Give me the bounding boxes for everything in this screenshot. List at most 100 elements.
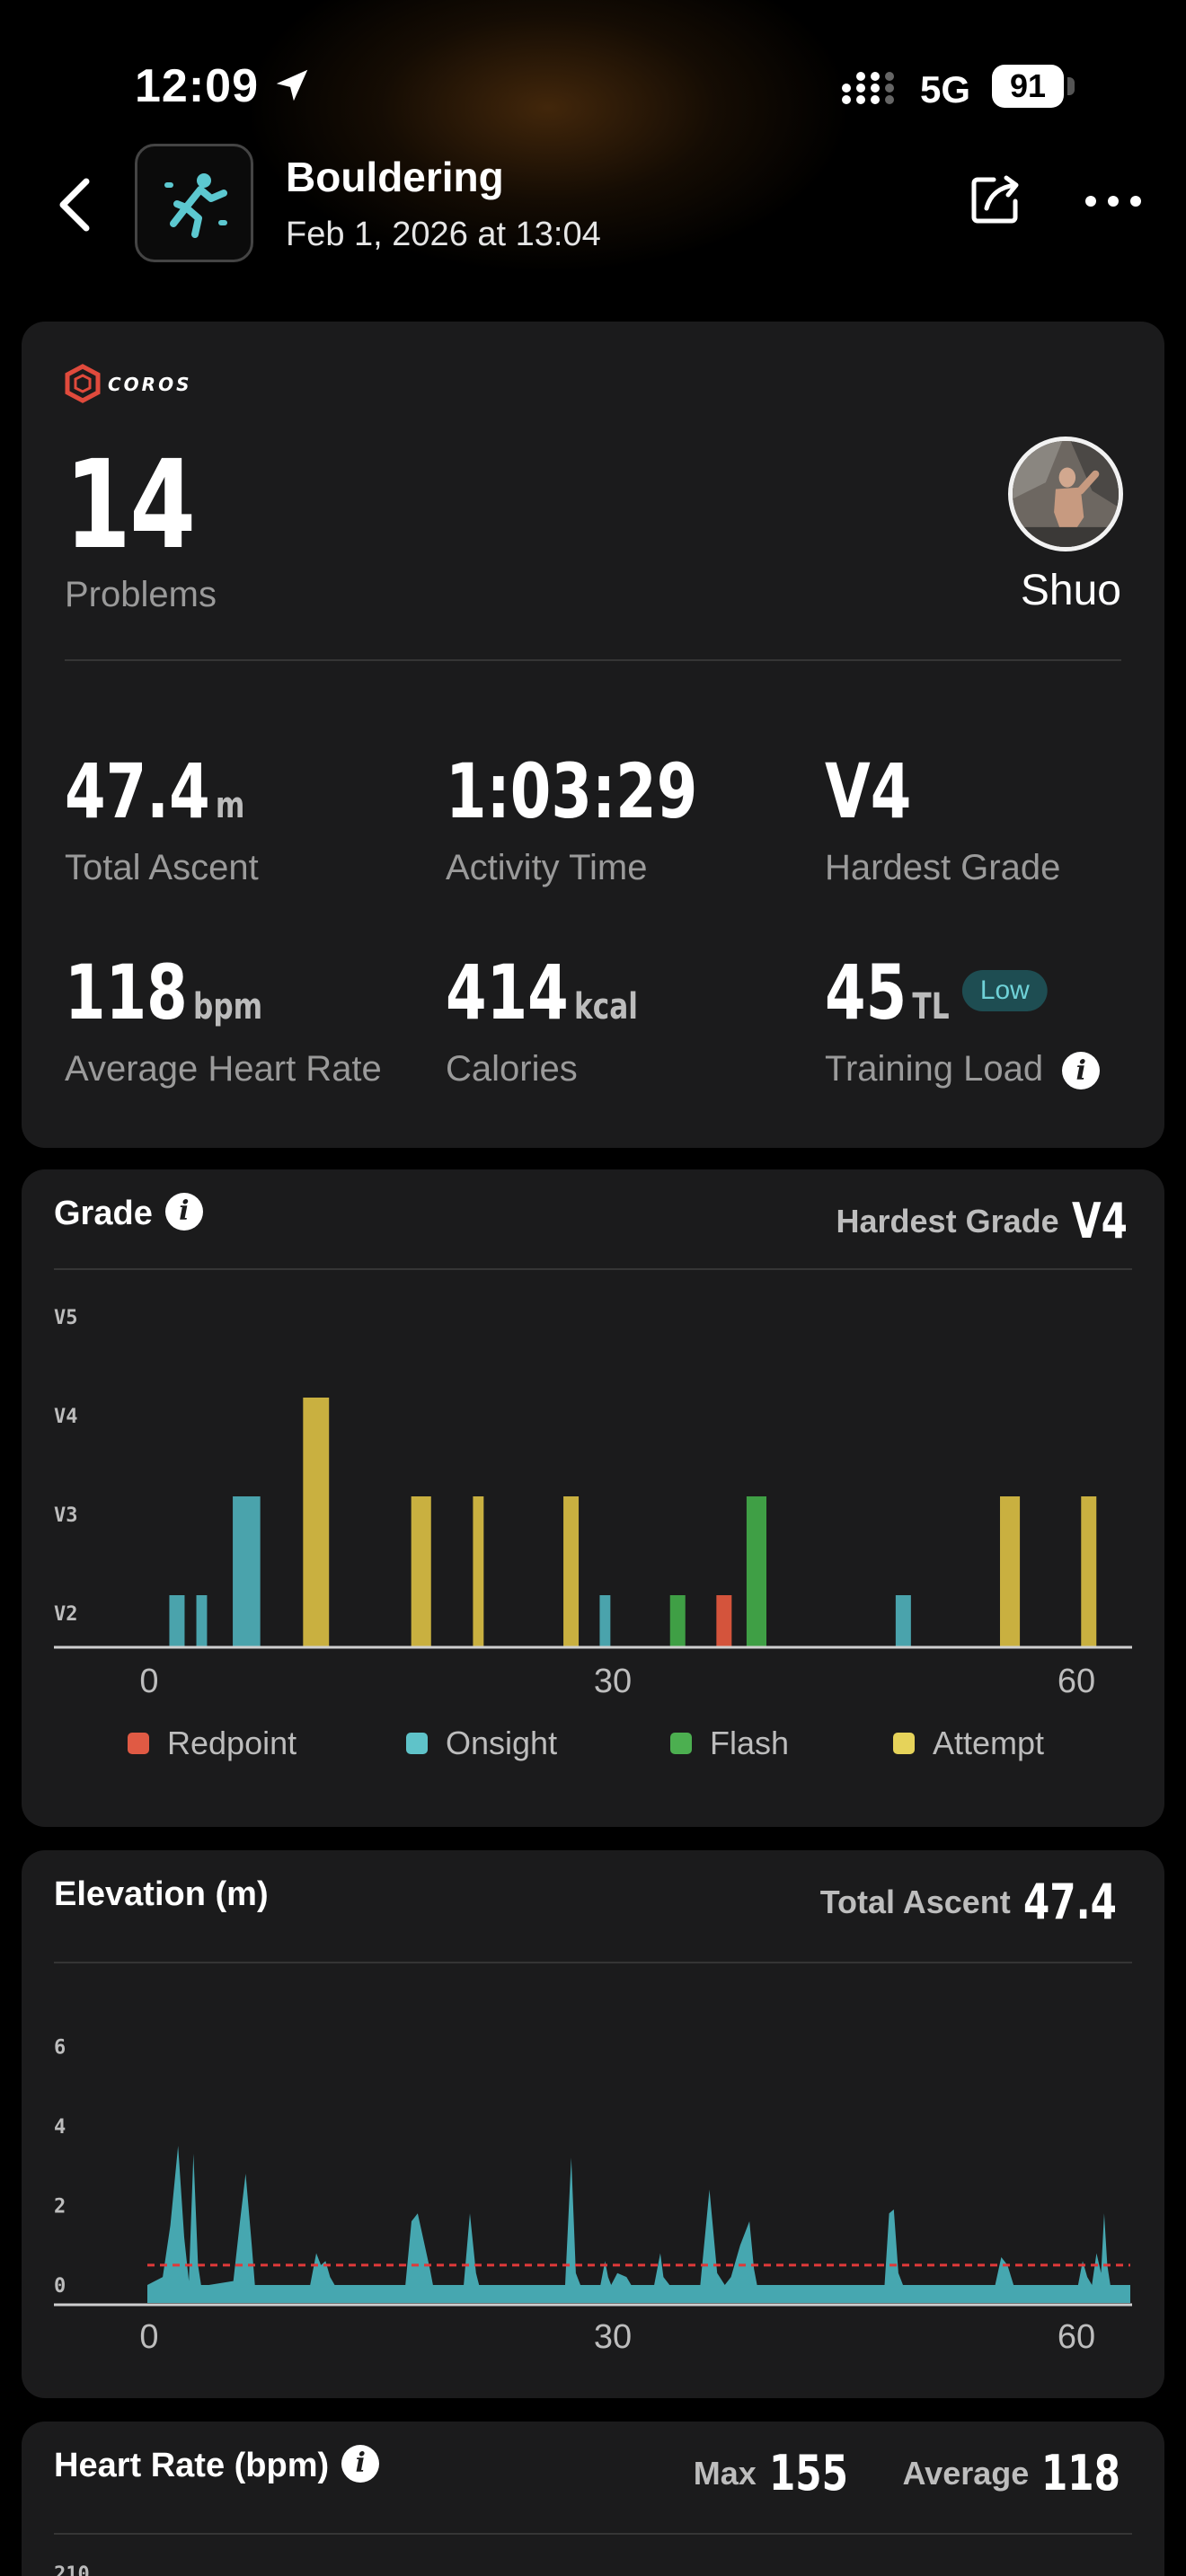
heart-rate-summary: Max 155 Average 118 [694,2445,1132,2501]
training-load-badge: Low [961,970,1048,1011]
stat-total-ascent: 47.4 m Total Ascent [65,747,296,887]
bouldering-activity-icon [135,144,253,262]
stat-value: V4 [825,747,912,835]
problems-label: Problems [65,575,217,614]
stat-label: Activity Time [446,848,648,887]
elevation-x-tick: 30 [594,2318,632,2356]
grade-x-tick: 60 [1058,1663,1095,1700]
stat-label: Average Heart Rate [65,1049,382,1089]
summary-card: COROS 14 Problems Shuo 47.4 m Total Ascen… [22,322,1164,1148]
elevation-y-tick: 6 [54,2036,66,2059]
grade-bar [196,1595,208,1647]
hr-avg-value: 118 [1041,2445,1121,2501]
grade-bar [1081,1496,1097,1647]
avatar-photo [1013,441,1119,547]
grade-bar [746,1496,767,1647]
elevation-x-tick: 60 [1058,2318,1095,2356]
stat-hardest-grade: V4 Hardest Grade [825,747,1060,887]
grade-bar [303,1398,330,1647]
heart-rate-section-title: Heart Rate (bpm) i [54,2444,380,2486]
heart-rate-card: Heart Rate (bpm) i Max 155 Average 118 210 [22,2422,1164,2576]
legend-swatch [128,1733,149,1754]
grade-section-title: Grade i [54,1192,203,1234]
stat-label: Calories [446,1049,578,1089]
stat-label: Total Ascent [65,848,259,887]
hr-max-label: Max [693,2454,757,2492]
elevation-total-ascent: Total Ascent 47.4 [819,1874,1117,1930]
grade-card: Grade i Hardest Grade V4 V2 V3 V4 V5 0 30 60 Red… [22,1169,1164,1827]
grade-y-tick: V3 [54,1504,78,1527]
divider [54,1962,1132,1963]
avatar[interactable] [1008,437,1123,551]
legend-item-onsight: Onsight [406,1725,557,1762]
activity-datetime: Feb 1, 2026 at 13:04 [286,216,601,253]
grade-legend: Redpoint Onsight Flash Attempt [22,1725,1164,1778]
hr-y-tick: 210 [54,2563,90,2576]
cellular-signal-icon [842,72,894,104]
grade-bar [999,1496,1021,1647]
grade-bar [895,1595,911,1647]
grade-bar [599,1595,611,1647]
background-glow [252,0,845,269]
hr-max-value: 155 [768,2445,848,2501]
grade-bar [563,1496,580,1647]
coros-logo: COROS [65,364,192,403]
info-icon[interactable]: i [164,1192,203,1231]
hr-avg-label: Average [902,2454,1030,2492]
grade-y-tick: V4 [54,1406,78,1428]
user-name: Shuo [1020,567,1121,614]
battery-nub [1067,77,1075,95]
legend-swatch [406,1733,428,1754]
elevation-y-tick: 0 [54,2275,66,2298]
stat-value: 45 TL Low [825,948,1048,1037]
brand-text: COROS [108,374,192,395]
stat-value: 414 kcal [446,948,639,1037]
grade-x-tick: 30 [594,1663,632,1700]
divider [54,2533,1132,2535]
legend-swatch [893,1733,915,1754]
network-type: 5G [920,68,971,110]
stat-label: Hardest Grade [825,848,1061,887]
more-options-icon[interactable] [1084,189,1143,214]
elevation-x-tick: 0 [139,2318,158,2356]
grade-bar [233,1496,261,1647]
grade-bar [411,1496,431,1647]
stat-average-heart-rate: 118 bpm Average Heart Rate [65,948,382,1089]
elevation-y-tick: 2 [54,2195,66,2218]
grade-bar [716,1595,732,1647]
divider [65,659,1121,661]
stat-value: 118 bpm [65,948,263,1037]
grade-bar [169,1595,185,1647]
grade-x-tick: 0 [139,1663,158,1700]
info-icon[interactable]: i [341,2444,380,2483]
battery-indicator: 91 [992,65,1064,108]
stat-activity-time: 1:03:29 Activity Time [446,747,768,887]
back-chevron-icon[interactable] [54,176,97,234]
legend-swatch [670,1733,692,1754]
grade-y-tick: V2 [54,1603,78,1626]
elevation-section-title: Elevation (m) [54,1875,269,1913]
status-time: 12:09 [135,60,259,112]
activity-title: Bouldering [286,154,504,200]
legend-item-flash: Flash [670,1725,789,1762]
stat-value: 1:03:29 [446,747,698,835]
problems-count: 14 [65,435,196,577]
grade-hardest: Hardest Grade V4 [836,1193,1128,1249]
grade-chart: V2 V3 V4 V5 0 30 60 [54,1307,1132,1700]
info-icon[interactable]: i [1062,1052,1101,1090]
stat-training-load: 45 TL Low Training Load i [825,948,1101,1090]
stat-calories: 414 kcal Calories [446,948,692,1089]
share-icon[interactable] [967,171,1024,228]
elevation-y-tick: 4 [54,2116,66,2139]
legend-item-attempt: Attempt [893,1725,1044,1762]
grade-bar [669,1595,686,1647]
location-arrow-icon [276,69,308,101]
divider [54,1268,1132,1270]
elevation-area [147,2146,1130,2303]
legend-item-redpoint: Redpoint [128,1725,296,1762]
elevation-card: Elevation (m) Total Ascent 47.4 0 2 4 6 0 30 60 [22,1850,1164,2398]
stat-label: Training Load i [825,1049,1101,1090]
stat-value: 47.4 m [65,747,245,835]
grade-bar [473,1496,484,1647]
